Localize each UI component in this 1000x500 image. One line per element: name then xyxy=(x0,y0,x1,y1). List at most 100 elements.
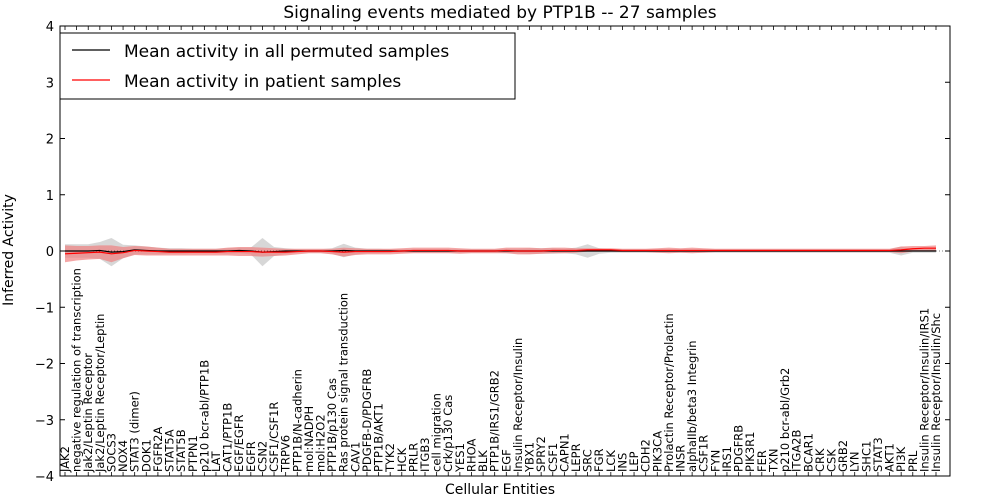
category-label: LCK xyxy=(604,450,618,472)
category-label: CSF1R xyxy=(697,435,711,472)
legend-box xyxy=(59,32,516,100)
category-label: CSN2 xyxy=(255,441,269,472)
y-tick-label: 3 xyxy=(46,76,54,91)
category-label: STAT5A xyxy=(163,429,177,472)
category-label: PTP1B/AKT1 xyxy=(372,403,386,472)
category-label: CAT1/PTP1B xyxy=(221,403,235,472)
category-label: Insulin Receptor/Insulin xyxy=(511,338,525,472)
category-label: CSF1 xyxy=(546,443,560,472)
y-tick-label: −2 xyxy=(35,358,54,373)
category-label: Jak2/Leptin Receptor xyxy=(81,353,95,473)
category-label: Jak2/Leptin Receptor/Leptin xyxy=(93,314,107,473)
category-label: STAT3 xyxy=(871,437,885,472)
y-tick-label: −1 xyxy=(35,301,54,316)
category-label: Insulin Receptor/Insulin/Shc xyxy=(929,313,943,472)
category-label: PTP1B/p130 Cas xyxy=(325,378,339,472)
category-label: LEP xyxy=(627,451,641,472)
category-label: PIK3R1 xyxy=(743,432,757,473)
legend-label-patient: Mean activity in patient samples xyxy=(124,72,401,92)
category-label: PTPN1 xyxy=(186,435,200,472)
category-label: RHOA xyxy=(464,439,478,472)
category-label: CSK xyxy=(824,449,838,472)
patient-band xyxy=(65,245,936,263)
y-axis-title: Inferred Activity xyxy=(1,194,17,306)
category-label: STAT3 (dimer) xyxy=(128,391,142,472)
category-label: ITGB3 xyxy=(418,437,432,472)
category-label: FGFR2A xyxy=(151,427,165,472)
category-label: EGF xyxy=(499,449,513,472)
category-label: CAV1 xyxy=(348,442,362,472)
category-label: YES1 xyxy=(453,443,467,473)
category-label: YBX1 xyxy=(523,442,537,473)
category-label: mol:NADPH xyxy=(302,406,316,472)
category-label: FYN xyxy=(708,450,722,472)
category-label: Crk/p130 Cas xyxy=(441,395,455,472)
chart-title: Signaling events mediated by PTP1B -- 27… xyxy=(283,3,716,23)
category-label: PIK3CA xyxy=(650,431,664,472)
category-label: CDH2 xyxy=(639,439,653,472)
category-label: p210 bcr-abl/Grb2 xyxy=(778,368,792,472)
category-label: BCAR1 xyxy=(801,433,815,472)
category-label: LYN xyxy=(848,451,862,472)
y-tick-label: 0 xyxy=(46,245,54,260)
series-lines xyxy=(64,247,936,255)
category-label: CRK xyxy=(813,448,827,472)
category-label: EGF/EGFR xyxy=(232,415,246,472)
category-label: CAPN1 xyxy=(557,433,571,472)
category-label: BLK xyxy=(476,450,490,472)
category-label: INS xyxy=(615,453,629,472)
category-label: TYK2 xyxy=(383,443,397,473)
category-label: JAK2 xyxy=(58,446,72,473)
category-label: TXN xyxy=(766,448,780,473)
category-label: PI3K xyxy=(894,446,908,472)
category-label: PRL xyxy=(906,450,920,472)
patient-mean-line xyxy=(64,247,936,255)
category-label: negative regulation of transcription xyxy=(70,268,84,472)
category-label: SRC xyxy=(581,449,595,472)
category-label: GRB2 xyxy=(836,440,850,472)
category-label: TRPV6 xyxy=(279,435,293,473)
category-label: SPRY2 xyxy=(534,436,548,472)
category-label: Prolactin Receptor/Prolactin xyxy=(662,313,676,472)
category-label: PTP1B/N-cadherin xyxy=(290,369,304,472)
category-label: LAT xyxy=(209,450,223,472)
y-tick-label: −4 xyxy=(35,470,54,485)
category-label: EGFR xyxy=(244,441,258,472)
y-tick-label: −3 xyxy=(35,414,54,429)
category-label: PDGFRB xyxy=(732,425,746,472)
y-tick-label: 1 xyxy=(46,189,54,204)
legend: Mean activity in all permuted samples Me… xyxy=(59,32,516,100)
category-label: mol:H2O2 xyxy=(313,414,327,472)
category-label: STAT5B xyxy=(174,429,188,472)
category-label: INSR xyxy=(674,445,688,472)
category-label: FGR xyxy=(592,448,606,472)
category-label: NOX4 xyxy=(116,440,130,472)
category-label: cell migration xyxy=(430,393,444,472)
category-label: PRLR xyxy=(406,443,420,472)
category-label: Insulin Receptor/Insulin/IRS1 xyxy=(917,308,931,472)
category-label: Ras protein signal transduction xyxy=(337,293,351,472)
y-tick-label: 2 xyxy=(46,133,54,148)
legend-label-permuted: Mean activity in all permuted samples xyxy=(124,42,449,62)
category-label: ITGA2B xyxy=(790,429,804,472)
y-tick-labels: 4 3 2 1 0 −1 −2 −3 −4 xyxy=(35,20,54,485)
category-label: FER xyxy=(755,450,769,472)
category-label: CSF1/CSF1R xyxy=(267,402,281,472)
axis-ticks xyxy=(60,25,950,477)
category-label: DOK1 xyxy=(139,439,153,472)
category-label: HCK xyxy=(395,447,409,472)
category-label: p210 bcr-abl/PTP1B xyxy=(197,360,211,472)
category-label: PTP1B/IRS1/GRB2 xyxy=(488,370,502,472)
category-label: PDGFB-D/PDGFRB xyxy=(360,369,374,472)
category-label: IRS1 xyxy=(720,446,734,472)
y-tick-label: 4 xyxy=(46,20,54,35)
category-label: SHC1 xyxy=(859,441,873,472)
category-label: alphaIIb/beta3 Integrin xyxy=(685,340,699,472)
category-label: LEPR xyxy=(569,443,583,472)
x-axis-title: Cellular Entities xyxy=(445,482,555,498)
plot-frame xyxy=(59,25,951,477)
category-label: AKT1 xyxy=(883,443,897,472)
category-label: SOCS3 xyxy=(104,433,118,472)
